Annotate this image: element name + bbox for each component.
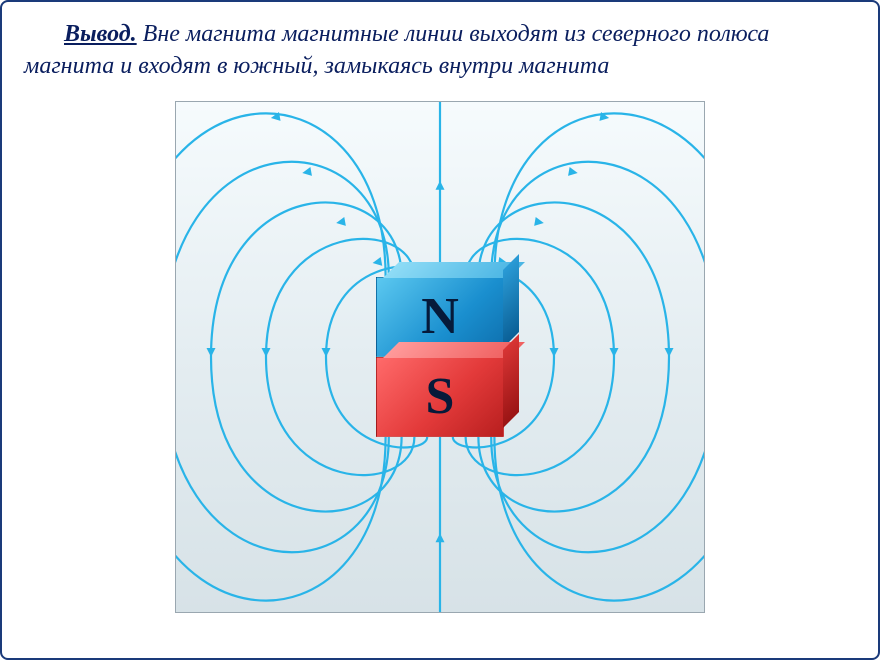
bar-magnet: N S (376, 277, 504, 437)
magnet-diagram: N S (175, 101, 705, 613)
south-label: S (426, 367, 455, 426)
north-label: N (421, 287, 459, 346)
lead-word: Вывод. (64, 21, 137, 47)
conclusion-text: Вывод. Вне магнита магнитные линии выход… (0, 0, 880, 93)
south-pole: S (376, 357, 504, 437)
body-text: Вне магнита магнитные линии выходят из с… (24, 21, 769, 79)
figure-container: N S (0, 101, 880, 613)
